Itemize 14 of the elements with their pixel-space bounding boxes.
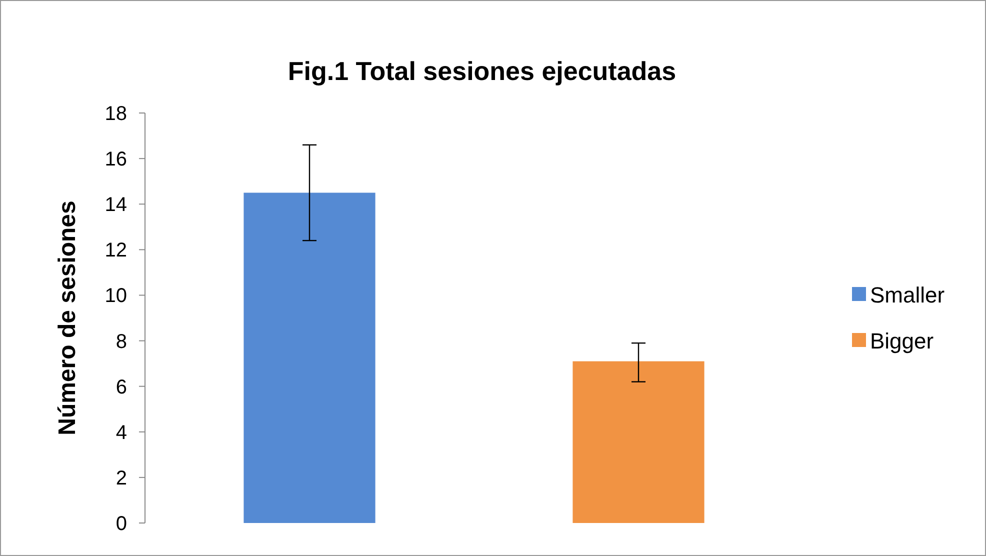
y-tick-label: 6 (116, 376, 127, 398)
y-tick-label: 14 (104, 194, 127, 216)
y-tick-label: 10 (104, 285, 127, 308)
y-tick-label: 12 (104, 240, 127, 262)
y-tick-label: 18 (104, 103, 127, 125)
chart-title: Fig.1 Total sesiones ejecutadas (288, 56, 676, 86)
y-tick-label: 0 (116, 513, 127, 535)
y-tick-label: 8 (116, 330, 127, 353)
legend-label: Bigger (870, 328, 934, 354)
y-tick-label: 4 (116, 422, 127, 444)
y-tick-label: 2 (116, 467, 127, 490)
y-axis-title: Número de sesiones (54, 200, 81, 436)
legend-label: Smaller (870, 282, 945, 308)
y-tick-label: 16 (104, 148, 127, 171)
